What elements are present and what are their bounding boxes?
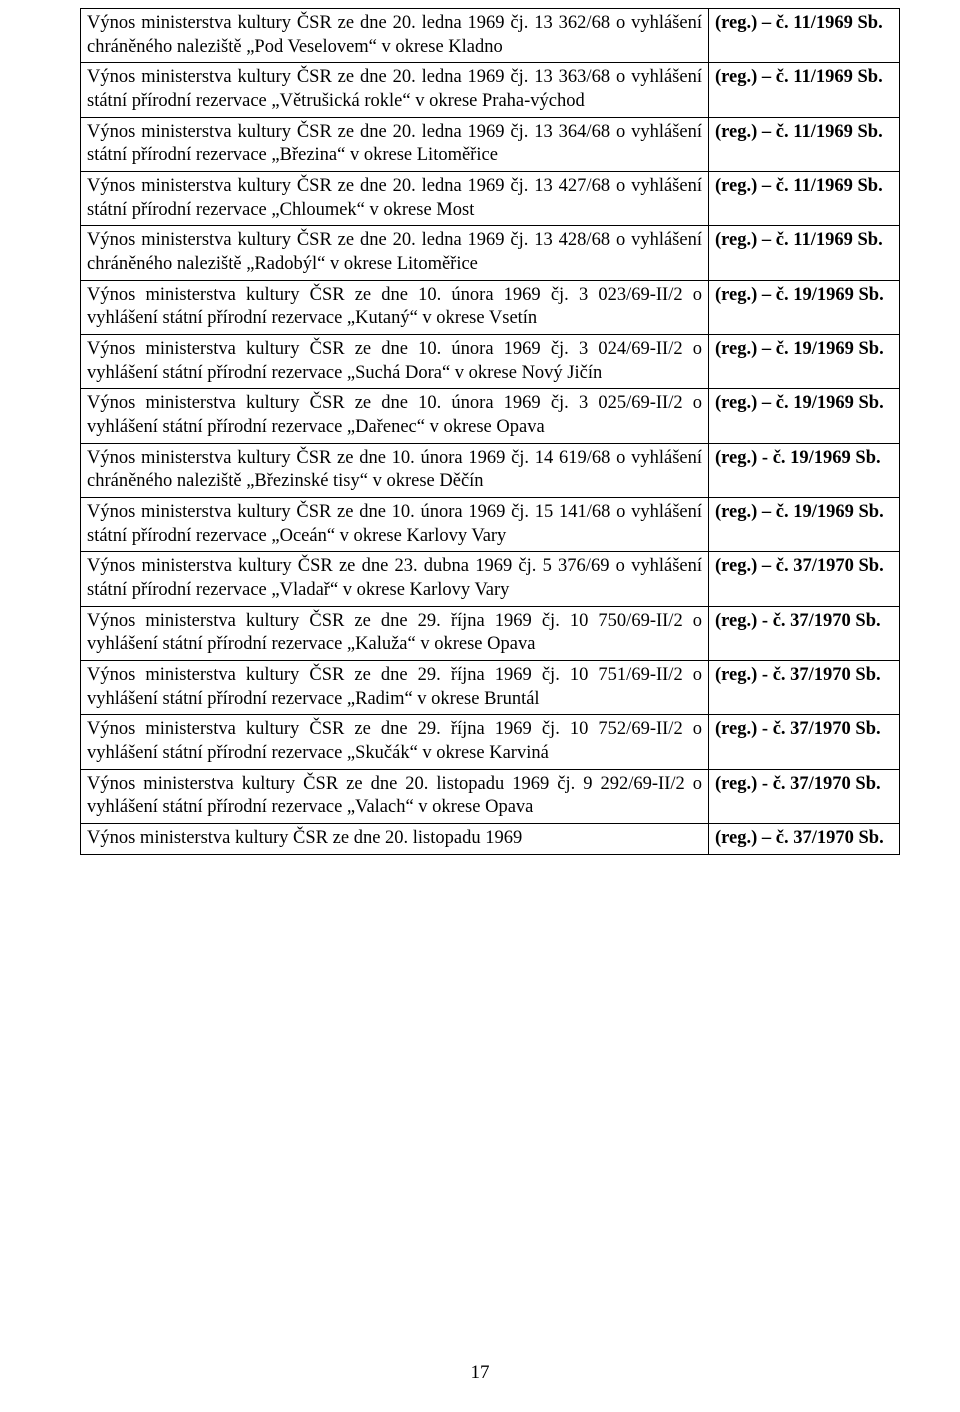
registration-ref: (reg.) – č. 11/1969 Sb. xyxy=(709,172,900,226)
decree-text: Výnos ministerstva kultury ČSR ze dne 20… xyxy=(81,226,709,280)
registration-ref: (reg.) – č. 11/1969 Sb. xyxy=(709,117,900,171)
table-row: Výnos ministerstva kultury ČSR ze dne 10… xyxy=(81,443,900,497)
registration-ref: (reg.) - č. 37/1970 Sb. xyxy=(709,769,900,823)
table-row: Výnos ministerstva kultury ČSR ze dne 29… xyxy=(81,661,900,715)
registration-ref: (reg.) - č. 19/1969 Sb. xyxy=(709,443,900,497)
decree-text: Výnos ministerstva kultury ČSR ze dne 10… xyxy=(81,443,709,497)
registration-ref: (reg.) - č. 37/1970 Sb. xyxy=(709,661,900,715)
registration-ref: (reg.) – č. 19/1969 Sb. xyxy=(709,389,900,443)
registration-ref: (reg.) - č. 37/1970 Sb. xyxy=(709,715,900,769)
registration-ref: (reg.) – č. 37/1970 Sb. xyxy=(709,824,900,855)
decree-text: Výnos ministerstva kultury ČSR ze dne 20… xyxy=(81,117,709,171)
decree-text: Výnos ministerstva kultury ČSR ze dne 29… xyxy=(81,606,709,660)
decree-text: Výnos ministerstva kultury ČSR ze dne 20… xyxy=(81,172,709,226)
registration-ref: (reg.) – č. 11/1969 Sb. xyxy=(709,9,900,63)
table-row: Výnos ministerstva kultury ČSR ze dne 29… xyxy=(81,715,900,769)
table-row: Výnos ministerstva kultury ČSR ze dne 29… xyxy=(81,606,900,660)
table-row: Výnos ministerstva kultury ČSR ze dne 10… xyxy=(81,498,900,552)
table-row: Výnos ministerstva kultury ČSR ze dne 20… xyxy=(81,824,900,855)
table-row: Výnos ministerstva kultury ČSR ze dne 20… xyxy=(81,63,900,117)
table-row: Výnos ministerstva kultury ČSR ze dne 10… xyxy=(81,389,900,443)
decree-text: Výnos ministerstva kultury ČSR ze dne 10… xyxy=(81,389,709,443)
table-row: Výnos ministerstva kultury ČSR ze dne 20… xyxy=(81,769,900,823)
registration-ref: (reg.) - č. 37/1970 Sb. xyxy=(709,606,900,660)
table-row: Výnos ministerstva kultury ČSR ze dne 10… xyxy=(81,335,900,389)
page-number: 17 xyxy=(80,1362,880,1384)
table-row: Výnos ministerstva kultury ČSR ze dne 10… xyxy=(81,280,900,334)
registration-ref: (reg.) – č. 37/1970 Sb. xyxy=(709,552,900,606)
decree-text: Výnos ministerstva kultury ČSR ze dne 20… xyxy=(81,63,709,117)
decree-text: Výnos ministerstva kultury ČSR ze dne 10… xyxy=(81,335,709,389)
decree-text: Výnos ministerstva kultury ČSR ze dne 20… xyxy=(81,769,709,823)
registration-ref: (reg.) – č. 19/1969 Sb. xyxy=(709,280,900,334)
registration-ref: (reg.) – č. 19/1969 Sb. xyxy=(709,335,900,389)
decree-text: Výnos ministerstva kultury ČSR ze dne 20… xyxy=(81,9,709,63)
decree-text: Výnos ministerstva kultury ČSR ze dne 29… xyxy=(81,715,709,769)
document-page: Výnos ministerstva kultury ČSR ze dne 20… xyxy=(0,0,960,1412)
decree-text: Výnos ministerstva kultury ČSR ze dne 20… xyxy=(81,824,709,855)
registration-ref: (reg.) – č. 19/1969 Sb. xyxy=(709,498,900,552)
decree-table-body: Výnos ministerstva kultury ČSR ze dne 20… xyxy=(81,9,900,855)
table-row: Výnos ministerstva kultury ČSR ze dne 20… xyxy=(81,226,900,280)
decree-text: Výnos ministerstva kultury ČSR ze dne 10… xyxy=(81,280,709,334)
table-row: Výnos ministerstva kultury ČSR ze dne 20… xyxy=(81,117,900,171)
decree-text: Výnos ministerstva kultury ČSR ze dne 23… xyxy=(81,552,709,606)
table-row: Výnos ministerstva kultury ČSR ze dne 20… xyxy=(81,9,900,63)
registration-ref: (reg.) – č. 11/1969 Sb. xyxy=(709,63,900,117)
decree-text: Výnos ministerstva kultury ČSR ze dne 29… xyxy=(81,661,709,715)
registration-ref: (reg.) – č. 11/1969 Sb. xyxy=(709,226,900,280)
decree-table: Výnos ministerstva kultury ČSR ze dne 20… xyxy=(80,8,900,855)
decree-text: Výnos ministerstva kultury ČSR ze dne 10… xyxy=(81,498,709,552)
table-row: Výnos ministerstva kultury ČSR ze dne 20… xyxy=(81,172,900,226)
table-row: Výnos ministerstva kultury ČSR ze dne 23… xyxy=(81,552,900,606)
